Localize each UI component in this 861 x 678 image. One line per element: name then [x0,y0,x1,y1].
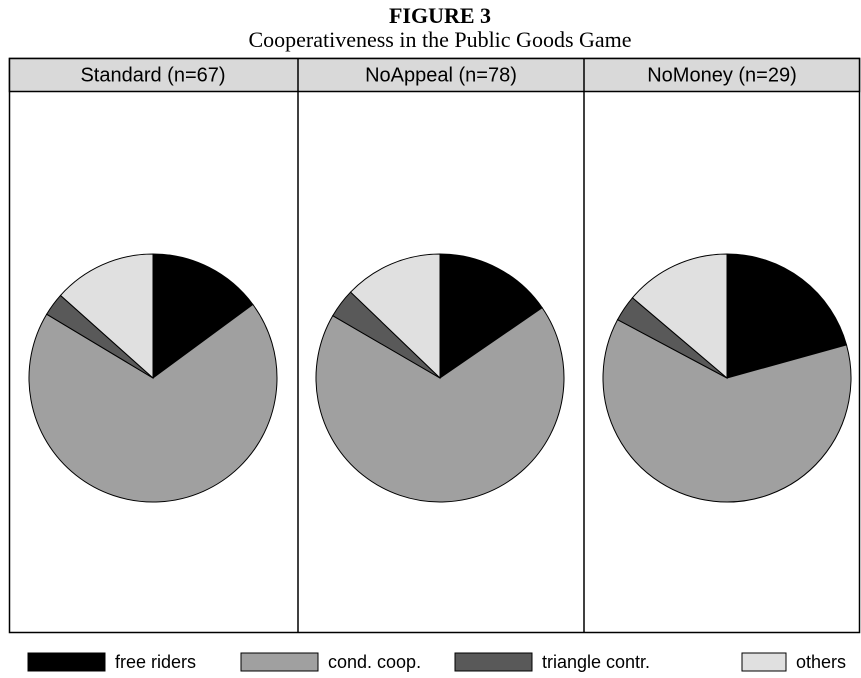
pie-slice [315,307,565,503]
legend-swatch [27,652,106,672]
legend-label: triangle contr. [542,652,650,672]
panel-title: NoMoney (n=29) [647,64,797,86]
legend-swatch [741,652,787,672]
panel-title: Standard (n=67) [80,64,225,86]
panel-title: NoAppeal (n=78) [365,64,517,86]
header-strip [8,57,861,93]
pie-slice [602,318,852,503]
legend-label: free riders [115,652,196,672]
chart-title: FIGURE 3 [389,3,491,28]
pie-slice [631,253,728,380]
pie-slice [59,253,154,380]
pie-slice [28,303,278,503]
legend-label: others [796,652,846,672]
pie-slice [349,253,441,380]
chart-subtitle: Cooperativeness in the Public Goods Game [248,27,631,52]
legend-swatch [454,652,533,672]
legend-swatch [240,652,319,672]
legend-label: cond. coop. [328,652,421,672]
pie-slice [726,253,848,379]
pie-slice [439,253,543,379]
pie-slice [152,253,254,379]
